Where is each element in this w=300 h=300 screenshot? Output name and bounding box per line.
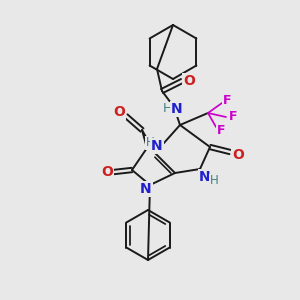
Text: H: H	[146, 136, 154, 149]
Text: F: F	[217, 124, 225, 137]
Text: F: F	[223, 94, 231, 107]
Text: N: N	[151, 139, 163, 153]
Text: N: N	[171, 102, 183, 116]
Text: O: O	[101, 165, 113, 179]
Text: F: F	[229, 110, 237, 124]
Text: N: N	[140, 182, 152, 196]
Text: N: N	[199, 170, 211, 184]
Text: O: O	[183, 74, 195, 88]
Text: H: H	[162, 103, 172, 116]
Text: O: O	[232, 148, 244, 162]
Text: H: H	[210, 175, 218, 188]
Text: O: O	[113, 105, 125, 119]
